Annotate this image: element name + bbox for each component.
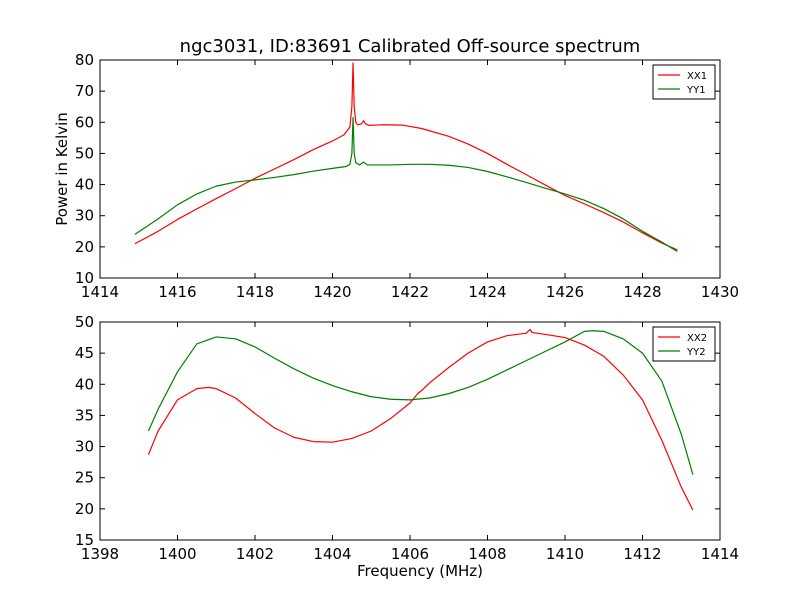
bottom-legend	[652, 326, 716, 362]
top-ytick-label: 30	[75, 207, 94, 225]
bottom-xtick-label: 1408	[468, 545, 506, 563]
top-xtick-label: 1428	[623, 283, 661, 301]
top-ytick-label: 50	[75, 144, 94, 162]
bottom-ytick-label: 15	[75, 531, 94, 549]
top-xtick-label: 1414	[81, 283, 119, 301]
top-xtick-label: 1430	[701, 283, 739, 301]
bottom-ytick-label: 25	[75, 469, 94, 487]
bottom-legend-label-yy2: YY2	[686, 347, 706, 358]
top-y-axis-label: Power in Kelvin	[53, 112, 71, 226]
bottom-xtick-label: 1412	[623, 545, 661, 563]
top-ytick-label: 60	[75, 113, 94, 131]
bottom-xtick-label: 1402	[236, 545, 274, 563]
bottom-ytick-label: 40	[75, 375, 94, 393]
bottom-ytick-label: 20	[75, 500, 94, 518]
top-xtick-label: 1424	[468, 283, 506, 301]
top-legend-label-xx1: XX1	[687, 71, 707, 82]
top-xtick-label: 1422	[391, 283, 429, 301]
top-legend-label-yy1: YY1	[686, 85, 706, 96]
top-xtick-label: 1418	[236, 283, 274, 301]
bottom-series-line-yy2	[147, 330, 694, 475]
bottom-xtick-label: 1414	[701, 545, 739, 563]
top-xtick-label: 1426	[546, 283, 584, 301]
top-series-line-yy1	[134, 117, 678, 253]
top-ytick-label: 10	[75, 269, 94, 287]
chart-title: ngc3031, ID:83691 Calibrated Off-source …	[180, 36, 641, 57]
top-ytick-label: 40	[75, 176, 94, 194]
bottom-ytick-label: 35	[75, 406, 94, 424]
bottom-xtick-label: 1410	[546, 545, 584, 563]
bottom-plot: 1398 1400 1402 1404 1406 1408 1410 1412 1414 15 20…	[75, 313, 739, 580]
bottom-xtick-label: 1398	[81, 545, 119, 563]
top-ytick-label: 70	[75, 82, 94, 100]
top-xtick-label: 1420	[313, 283, 351, 301]
top-series-line-xx1	[134, 62, 678, 251]
bottom-xtick-label: 1400	[158, 545, 196, 563]
top-xtick-label: 1416	[158, 283, 196, 301]
bottom-xtick-label: 1406	[391, 545, 429, 563]
bottom-ytick-label: 45	[75, 344, 94, 362]
bottom-ytick-label: 30	[75, 438, 94, 456]
bottom-x-axis-label: Frequency (MHz)	[357, 562, 483, 580]
bottom-series-line-xx2	[147, 328, 694, 511]
bottom-legend-label-xx2: XX2	[687, 333, 707, 344]
top-ytick-label: 80	[75, 51, 94, 69]
bottom-ytick-label: 50	[75, 313, 94, 331]
top-plot: 1414 1416 1418 1420 1422 1424 1426 1428 1430 10 20…	[53, 51, 739, 301]
top-ytick-label: 20	[75, 238, 94, 256]
bottom-xtick-label: 1404	[313, 545, 351, 563]
top-legend	[652, 64, 716, 100]
